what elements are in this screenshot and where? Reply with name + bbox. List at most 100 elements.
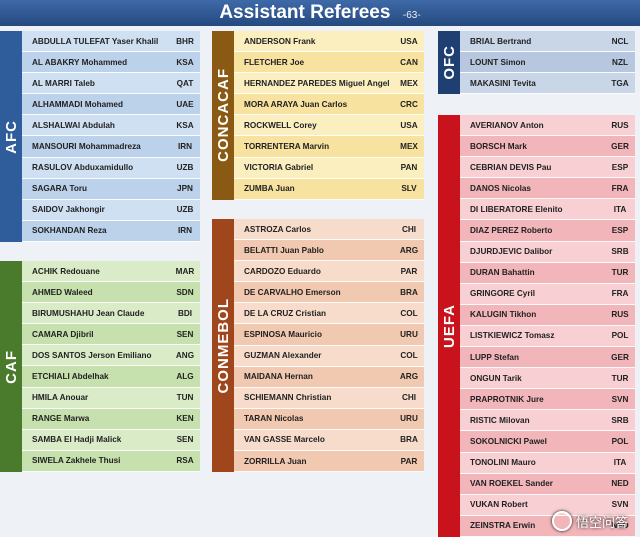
referee-row: SOKHANDAN Reza IRN [22,220,200,242]
country-code: MEX [400,142,418,152]
referee-name: RANGE Marwa [32,414,90,424]
referee-name: ALHAMMADI Mohamed [32,99,123,109]
referee-row: SAGARA Toru JPN [22,178,200,200]
country-code: CAN [400,57,418,67]
referee-row: HERNANDEZ PAREDES Miguel Angel MEX [234,73,424,95]
ofc-label-text: OFC [440,45,458,80]
country-code: NED [611,521,629,531]
country-code: KEN [176,414,194,424]
country-code: PAR [400,266,418,276]
referee-row: LOUNT Simon NZL [460,52,635,74]
country-code: RUS [611,310,629,320]
country-code: MAR [175,266,195,276]
page-header: Assistant Referees -63- [0,0,640,26]
country-code: BRA [400,287,418,297]
concacaf-block: CONCACAF ANDERSON Frank USA FLETCHER Joe CAN… [212,31,424,200]
afc-label-text: AFC [2,119,20,154]
referee-name: DE CARVALHO Emerson [244,287,341,297]
referee-row: SCHIEMANN Christian CHI [234,387,424,409]
referee-name: ALSHALWAI Abdulah [32,120,115,130]
referee-row: DANOS Nicolas FRA [460,178,635,200]
referee-name: GRINGORE Cyril [470,289,536,299]
conmebol-block: CONMEBOL ASTROZA Carlos CHI BELATTI Juan Pa… [212,219,424,473]
referee-row: AL MARRI Taleb QAT [22,73,200,95]
country-code: SRB [611,247,629,257]
referee-name: TONOLINI Mauro [470,458,536,468]
country-code: ANG [175,350,195,360]
country-code: QAT [176,78,194,88]
referee-row: SOKOLNICKI Pawel POL [460,431,635,453]
country-code: SVN [611,500,629,510]
country-code: COL [400,351,418,361]
referee-row: ANDERSON Frank USA [234,31,424,53]
caf-label: CAF [0,261,22,472]
referee-name: BIRUMUSHAHU Jean Claude [32,308,145,318]
referee-name: TORRENTERA Marvin [244,142,330,152]
referee-name: ESPINOSA Mauricio [244,330,322,340]
referee-row: DOS SANTOS Jerson Emiliano ANG [22,345,200,367]
referee-row: SAMBA El Hadji Malick SEN [22,429,200,451]
referee-row: AVERIANOV Anton RUS [460,115,635,137]
referee-name: KALUGIN Tikhon [470,310,537,320]
country-code: RUS [611,120,629,130]
country-code: BDI [177,308,193,318]
referee-row: DI LIBERATORE Elenito ITA [460,199,635,221]
country-code: ARG [399,372,419,382]
referee-name: SAGARA Toru [32,184,88,194]
referee-name: LISTKIEWICZ Tomasz [470,331,555,341]
referee-name: ROCKWELL Corey [244,120,317,130]
referee-row: MANSOURI Mohammadreza IRN [22,136,200,158]
country-code: CHI [401,224,417,234]
wukong-logo-icon [551,511,572,531]
referee-name: AL ABAKRY Mohammed [32,57,128,67]
country-code: GER [611,141,629,151]
referee-name: SOKOLNICKI Pawel [470,436,547,446]
referee-row: KALUGIN Tikhon RUS [460,304,635,326]
conmebol-label-text: CONMEBOL [214,297,232,394]
referee-row: BORSCH Mark GER [460,136,635,158]
country-code: POL [611,331,629,341]
referee-row: VAN ROEKEL Sander NED [460,473,635,495]
country-code: UZB [176,163,194,173]
referee-row: ONGUN Tarik TUR [460,368,635,390]
country-code: CRC [400,99,418,109]
referee-row: TARAN Nicolas URU [234,408,424,430]
uefa-label-text: UEFA [440,303,458,348]
referee-name: DANOS Nicolas [470,183,531,193]
referee-name: HMILA Anouar [32,393,89,403]
referee-row: DIAZ PEREZ Roberto ESP [460,220,635,242]
country-code: KSA [176,57,194,67]
referee-row: MAKASINI Tevita TGA [460,73,635,95]
country-code: GER [611,352,629,362]
referee-name: AVERIANOV Anton [470,120,544,130]
referee-row: RANGE Marwa KEN [22,408,200,430]
referee-name: AHMED Waleed [32,287,93,297]
referee-name: CAMARA Djibril [32,329,94,339]
referee-row: BELATTI Juan Pablo ARG [234,240,424,262]
referee-name: PRAPROTNIK Jure [470,394,544,404]
referee-area: AFC ABDULLA TULEFAT Yaser Khalil BHR AL ABA… [0,26,640,537]
referee-name: VICTORIA Gabriel [244,163,314,173]
referee-name: LUPP Stefan [470,352,519,362]
country-code: SVN [611,394,629,404]
referee-name: LOUNT Simon [470,57,526,67]
referee-row: SIWELA Zakhele Thusi RSA [22,450,200,472]
country-code: SEN [176,435,194,445]
referee-row: FLETCHER Joe CAN [234,52,424,74]
afc-referee-list: ABDULLA TULEFAT Yaser Khalil BHR AL ABAKRY… [22,31,200,242]
referee-name: DURAN Bahattin [470,268,535,278]
country-code: CHI [401,393,417,403]
country-code: SLV [401,184,417,194]
country-code: TUN [176,393,194,403]
country-code: NED [611,479,629,489]
uefa-label: UEFA [438,115,460,537]
referee-row: ESPINOSA Mauricio URU [234,324,424,346]
country-code: PAR [400,456,418,466]
country-code: URU [400,414,418,424]
referee-row: MORA ARAYA Juan Carlos CRC [234,94,424,116]
country-code: SDN [176,287,194,297]
referee-row: GRINGORE Cyril FRA [460,283,635,305]
country-code: ALG [176,372,194,382]
referee-name: ETCHIALI Abdelhak [32,372,109,382]
country-code: PAN [400,163,418,173]
